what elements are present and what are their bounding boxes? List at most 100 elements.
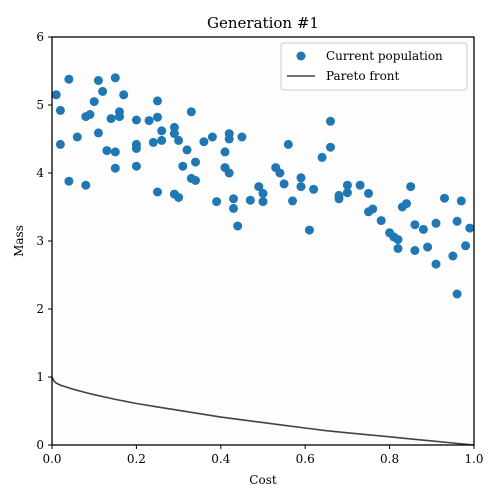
- legend-box: [280, 42, 468, 91]
- population-point: [55, 105, 65, 115]
- population-point: [309, 184, 319, 194]
- y-axis-label: Mass: [12, 225, 26, 257]
- population-point: [191, 157, 200, 167]
- x-tick-label: 1.0: [464, 452, 483, 466]
- population-point: [144, 116, 154, 126]
- population-point: [153, 112, 162, 122]
- population-point: [326, 142, 335, 152]
- population-point: [440, 193, 449, 203]
- x-axis-label: Cost: [249, 473, 277, 487]
- population-point: [423, 242, 433, 252]
- population-point: [89, 97, 99, 107]
- population-point: [456, 196, 466, 206]
- y-axis: 0 1 2 3 4 5 6: [36, 30, 52, 452]
- population-point: [110, 163, 120, 173]
- x-tick-label: 0.8: [380, 452, 399, 466]
- population-point: [212, 197, 222, 207]
- population-point: [110, 147, 120, 157]
- population-point: [207, 132, 217, 142]
- population-point: [245, 195, 255, 205]
- legend-marker-current-population: [296, 51, 306, 61]
- population-point: [191, 176, 200, 185]
- x-tick-label: 0.4: [211, 452, 230, 466]
- y-tick-label: 0: [36, 438, 44, 452]
- population-point: [178, 161, 188, 171]
- population-point: [224, 168, 234, 178]
- population-point: [364, 188, 373, 198]
- population-point: [93, 128, 103, 138]
- population-point: [237, 132, 247, 142]
- population-point: [81, 180, 91, 190]
- population-point: [288, 196, 297, 206]
- y-tick-label: 2: [36, 302, 44, 316]
- population-point: [182, 145, 192, 155]
- population-point: [465, 223, 475, 233]
- population-point: [431, 259, 441, 269]
- population-point: [148, 137, 158, 147]
- population-point: [72, 132, 82, 142]
- population-point: [169, 122, 179, 132]
- population-point: [342, 188, 352, 198]
- population-point: [368, 204, 378, 214]
- population-point: [410, 220, 420, 230]
- population-point: [102, 146, 112, 156]
- population-point: [258, 188, 268, 198]
- y-tick-label: 6: [36, 30, 44, 44]
- population-point: [64, 74, 74, 84]
- legend: Current population Pareto front: [280, 42, 468, 91]
- population-point: [174, 135, 184, 145]
- population-point: [93, 76, 103, 85]
- population-point: [376, 216, 386, 226]
- population-point: [418, 224, 428, 234]
- population-point: [317, 152, 327, 162]
- population-point: [296, 182, 306, 192]
- population-point: [254, 182, 264, 192]
- population-point: [169, 129, 179, 139]
- population-point: [342, 180, 352, 190]
- y-tick-label: 3: [36, 234, 44, 248]
- population-point: [186, 107, 196, 117]
- population-point: [174, 193, 184, 202]
- population-point: [224, 134, 234, 144]
- population-point: [296, 173, 306, 183]
- legend-label-pareto-front: Pareto front: [326, 69, 400, 83]
- population-point: [275, 168, 285, 178]
- legend-label-current-population: Current population: [326, 49, 443, 63]
- population-point: [393, 244, 403, 253]
- population-point: [220, 147, 230, 157]
- population-point: [452, 216, 462, 226]
- chart-title: Generation #1: [207, 14, 319, 32]
- population-point: [157, 126, 167, 136]
- population-point: [461, 241, 471, 251]
- population-point: [85, 110, 95, 119]
- x-axis: 0.0 0.2 0.4 0.6 0.8 1.0: [42, 445, 484, 466]
- population-point: [229, 203, 238, 213]
- y-tick-label: 4: [36, 166, 44, 180]
- y-tick-label: 5: [36, 98, 44, 112]
- population-point: [199, 137, 209, 147]
- population-point: [98, 86, 108, 96]
- population-point: [157, 135, 167, 145]
- population-point: [393, 235, 403, 245]
- plot-area: [52, 37, 474, 445]
- population-point: [229, 194, 238, 204]
- population-point: [304, 225, 314, 235]
- x-tick-label: 0.2: [127, 452, 146, 466]
- y-tick-label: 1: [36, 370, 44, 384]
- population-point: [51, 90, 61, 100]
- population-point: [431, 218, 441, 228]
- population-point: [106, 114, 116, 124]
- population-point: [326, 116, 335, 126]
- x-tick-label: 0.0: [42, 452, 61, 466]
- population-point: [115, 112, 124, 122]
- population-point: [279, 179, 289, 189]
- population-point: [233, 221, 243, 231]
- population-point: [283, 139, 293, 149]
- population-point: [452, 289, 462, 299]
- population-point: [448, 251, 458, 261]
- population-point: [119, 90, 129, 100]
- population-point: [402, 199, 411, 209]
- series-layer: [51, 73, 475, 446]
- population-point: [410, 246, 420, 255]
